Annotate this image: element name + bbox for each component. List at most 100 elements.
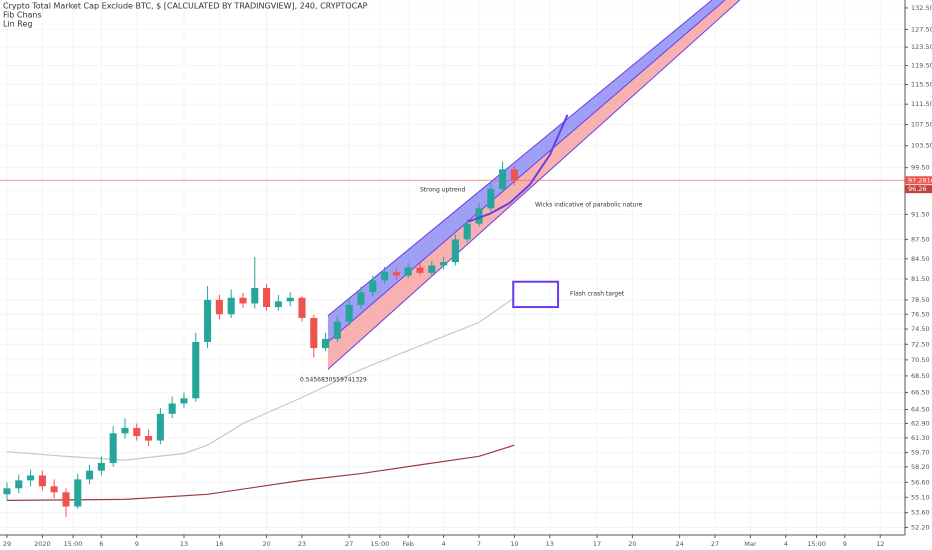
annotation: Wicks indicative of parabolic nature — [535, 202, 643, 209]
y-tick-label: 68.50 — [911, 372, 930, 380]
y-tick-label: 61.30 — [911, 434, 930, 442]
candle-body — [440, 262, 448, 266]
y-tick-label: 62.90 — [911, 419, 930, 427]
candle-body — [451, 239, 459, 263]
candle-body — [298, 297, 306, 318]
candle-body — [121, 427, 129, 434]
annotation: 0.5456830559741329 — [300, 377, 367, 384]
x-tick-label: 20 — [262, 540, 270, 548]
y-tick-label: 64.50 — [911, 405, 930, 413]
candle-body — [215, 299, 223, 315]
channel-line — [327, 0, 713, 317]
y-tick-label: 84.50 — [911, 255, 930, 263]
candle-body — [310, 317, 318, 349]
x-tick-label: 12 — [876, 540, 884, 548]
x-tick-label: 27 — [711, 540, 719, 548]
candle-body — [499, 169, 507, 189]
candle-body — [345, 304, 353, 322]
candle-body — [97, 462, 105, 471]
y-tick-label: 91.50 — [911, 210, 930, 218]
y-tick-label: 87.50 — [911, 235, 930, 243]
y-tick-label: 58.20 — [911, 463, 930, 471]
x-tick-label: 6 — [99, 540, 103, 548]
candle-body — [133, 427, 141, 437]
y-tick-label: 107.50 — [911, 121, 932, 129]
x-tick-label: Feb — [402, 540, 414, 548]
x-tick-label: 23 — [298, 540, 306, 548]
candle-body — [487, 188, 495, 209]
price-tag — [905, 185, 932, 194]
candle-body — [404, 267, 412, 276]
y-tick-label: 53.60 — [911, 509, 930, 517]
candle-body — [416, 267, 424, 273]
x-tick-label: 13 — [546, 540, 554, 548]
x-tick-label: 24 — [675, 540, 683, 548]
candle-body — [145, 436, 153, 441]
candle-body — [381, 272, 389, 281]
candle-body — [475, 208, 483, 224]
candle-body — [86, 470, 94, 480]
y-tick-label: 78.50 — [911, 296, 930, 304]
candle-body — [62, 492, 70, 507]
x-tick-label: 4 — [442, 540, 446, 548]
channel-line — [327, 0, 741, 370]
y-tick-label: 56.60 — [911, 478, 930, 486]
candle-body — [428, 265, 436, 273]
x-tick-label: 9 — [843, 540, 847, 548]
x-tick-label: 9 — [135, 540, 139, 548]
y-tick-label: 111.50 — [911, 100, 932, 108]
moving-average — [6, 297, 515, 461]
candle-body — [286, 297, 294, 302]
y-tick-label: 70.50 — [911, 356, 930, 364]
candle-body — [463, 223, 471, 240]
candle-body — [168, 403, 176, 414]
price-tag — [905, 176, 932, 185]
candle-body — [392, 272, 400, 276]
candle-body — [239, 297, 247, 304]
x-tick-label: 13 — [180, 540, 188, 548]
x-tick-label: 20 — [628, 540, 636, 548]
x-tick-label: 4 — [784, 540, 788, 548]
y-tick-label: 103.50 — [911, 142, 932, 150]
y-tick-label: 52.20 — [911, 523, 930, 531]
x-tick-label: 17 — [593, 540, 601, 548]
candle-body — [204, 299, 212, 342]
candle-body — [369, 280, 377, 293]
parabolic-curve — [467, 114, 569, 223]
y-tick-label: 55.10 — [911, 493, 930, 501]
y-tick-label: 72.50 — [911, 340, 930, 348]
candle-body — [74, 479, 82, 507]
indicator-label: Fib Chans — [3, 11, 42, 20]
candle-body — [156, 413, 164, 441]
candle-body — [274, 301, 282, 308]
y-tick-label: 132.50 — [911, 4, 932, 12]
candle-body — [38, 475, 46, 487]
x-tick-label: 27 — [345, 540, 353, 548]
x-tick-label: 15:00 — [370, 540, 389, 548]
candle-body — [192, 341, 200, 399]
candle-body — [322, 338, 330, 349]
candle-body — [263, 287, 271, 308]
indicator-label: Lin Reg — [3, 20, 33, 29]
target-box — [512, 280, 560, 309]
y-tick-label: 81.50 — [911, 275, 930, 283]
candle-body — [333, 321, 341, 339]
x-tick-label: 29 — [3, 540, 11, 548]
x-tick-label: 2020 — [34, 540, 51, 548]
candle-body — [227, 297, 235, 315]
x-tick-label: 10 — [510, 540, 518, 548]
x-tick-label: Mar — [744, 540, 757, 548]
x-tick-label: 7 — [477, 540, 481, 548]
axis-bg — [0, 535, 905, 550]
y-tick-label: 119.50 — [911, 62, 932, 70]
price-tag-label: 96.26 — [908, 185, 927, 193]
y-tick-label: 74.50 — [911, 325, 930, 333]
candle-body — [180, 398, 188, 404]
axis-bg — [905, 0, 932, 550]
x-tick-label: 16 — [215, 540, 223, 548]
candle-body — [50, 486, 58, 493]
x-tick-label: 15:00 — [64, 540, 83, 548]
candle-body — [510, 169, 518, 181]
y-tick-label: 115.50 — [911, 81, 932, 89]
